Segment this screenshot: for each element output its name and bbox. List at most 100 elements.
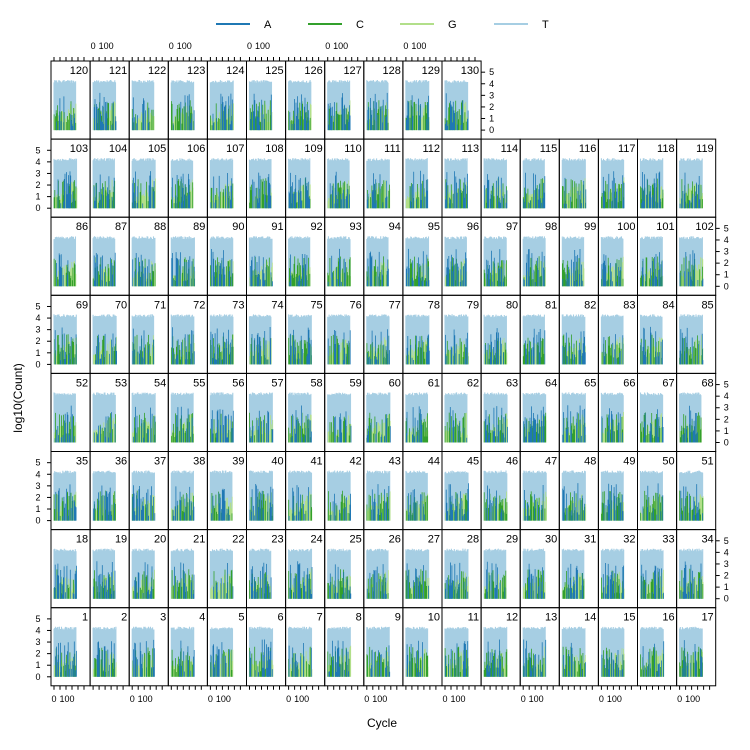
panel-122: 122 — [128, 60, 169, 140]
y-tick-label: 5 — [724, 536, 729, 546]
panel-border — [676, 138, 717, 218]
panel-label: 22 — [232, 534, 244, 546]
panel-label: 3 — [160, 612, 166, 624]
y-tick-label: 2 — [724, 571, 729, 581]
x-axis-top — [288, 57, 320, 61]
panel-35: 35 — [50, 451, 91, 531]
panel-68: 68 — [676, 372, 717, 452]
panel-72: 72 — [167, 294, 208, 374]
panel-label: 64 — [545, 377, 557, 389]
panel-56: 56 — [206, 372, 247, 452]
series-A — [641, 564, 664, 599]
series-A — [406, 563, 429, 599]
series-A — [562, 331, 586, 365]
series-A — [327, 330, 351, 365]
panel-51: 51 — [676, 451, 717, 531]
panel-label: 12 — [506, 612, 518, 624]
panel-94: 94 — [363, 216, 404, 296]
y-tick-label: 5 — [35, 145, 40, 155]
panel-86: 86 — [50, 216, 91, 296]
x-axis-top: 0 100 — [247, 41, 280, 61]
panel-43: 43 — [363, 451, 404, 531]
x-axis-bottom: 0 100 — [599, 685, 632, 704]
panel-18: 18 — [50, 529, 91, 609]
x-tick-label: 0 — [677, 694, 682, 704]
series-A — [485, 485, 504, 521]
panel-label: 90 — [232, 221, 244, 233]
panel-label: 59 — [350, 377, 362, 389]
series-A — [523, 639, 547, 677]
panel-label: 54 — [154, 377, 166, 389]
series-A — [602, 563, 624, 599]
panel-104: 104 — [89, 138, 130, 218]
y-tick-label: 4 — [724, 391, 729, 401]
x-axis-top — [131, 57, 163, 61]
panel-label: 24 — [310, 534, 322, 546]
panel-label: 126 — [304, 65, 322, 77]
panel-label: 32 — [623, 534, 635, 546]
series-A — [174, 562, 195, 599]
series-A — [406, 334, 430, 365]
x-tick-label: 100 — [99, 41, 114, 51]
panel-57: 57 — [246, 372, 287, 452]
panel-label: 107 — [226, 143, 244, 155]
panel-label: 52 — [76, 377, 88, 389]
series-A — [486, 561, 506, 599]
panel-66: 66 — [597, 372, 639, 452]
panel-label: 43 — [389, 456, 401, 468]
legend-label: G — [448, 19, 457, 31]
panel-89: 89 — [167, 216, 208, 296]
panel-label: 70 — [115, 299, 127, 311]
panel-label: 62 — [467, 377, 479, 389]
panel-128: 128 — [363, 60, 404, 140]
panel-40: 40 — [246, 451, 287, 531]
y-tick-label: 0 — [35, 359, 40, 369]
panel-111: 111 — [363, 138, 404, 218]
series-A — [367, 92, 388, 131]
series-A — [563, 642, 586, 677]
panel-97: 97 — [480, 216, 521, 296]
x-axis-bottom: 0 100 — [677, 685, 711, 704]
panel-39: 39 — [206, 451, 247, 531]
panel-label: 38 — [193, 456, 205, 468]
series-A — [172, 94, 195, 131]
x-tick-label: 100 — [333, 41, 348, 51]
series-A — [330, 493, 351, 521]
series-A — [445, 171, 468, 209]
series-A — [523, 406, 545, 443]
series-A — [524, 485, 544, 521]
panel-label: 93 — [350, 221, 362, 233]
x-tick-label: 100 — [294, 694, 309, 704]
panel-label: 20 — [154, 534, 166, 546]
x-tick-label: 0 — [599, 694, 604, 704]
y-tick-label: 5 — [35, 458, 40, 468]
x-axis-bottom — [405, 685, 437, 690]
panel-47: 47 — [519, 451, 560, 531]
panel-label: 97 — [506, 221, 518, 233]
panel-label: 16 — [662, 612, 674, 624]
series-A — [643, 409, 664, 443]
y-tick-label: 3 — [724, 403, 729, 413]
panel-3: 3 — [128, 607, 169, 687]
panel-125: 125 — [246, 60, 287, 140]
panel-117: 117 — [597, 138, 639, 218]
panel-label: 86 — [76, 221, 88, 233]
panel-label: 74 — [271, 299, 283, 311]
panel-label: 102 — [695, 221, 713, 233]
x-axis-bottom — [249, 685, 280, 690]
panel-label: 5 — [238, 612, 244, 624]
panel-label: 45 — [467, 456, 479, 468]
x-axis-bottom: 0 100 — [364, 685, 398, 704]
panel-116: 116 — [558, 138, 599, 218]
panel-32: 32 — [597, 529, 639, 609]
legend-label: T — [542, 19, 549, 31]
series-A — [211, 409, 234, 443]
panel-label: 18 — [76, 534, 88, 546]
series-A — [171, 252, 195, 287]
panel-37: 37 — [128, 451, 169, 531]
x-tick-label: 0 — [325, 41, 330, 51]
x-axis-bottom — [483, 685, 515, 690]
